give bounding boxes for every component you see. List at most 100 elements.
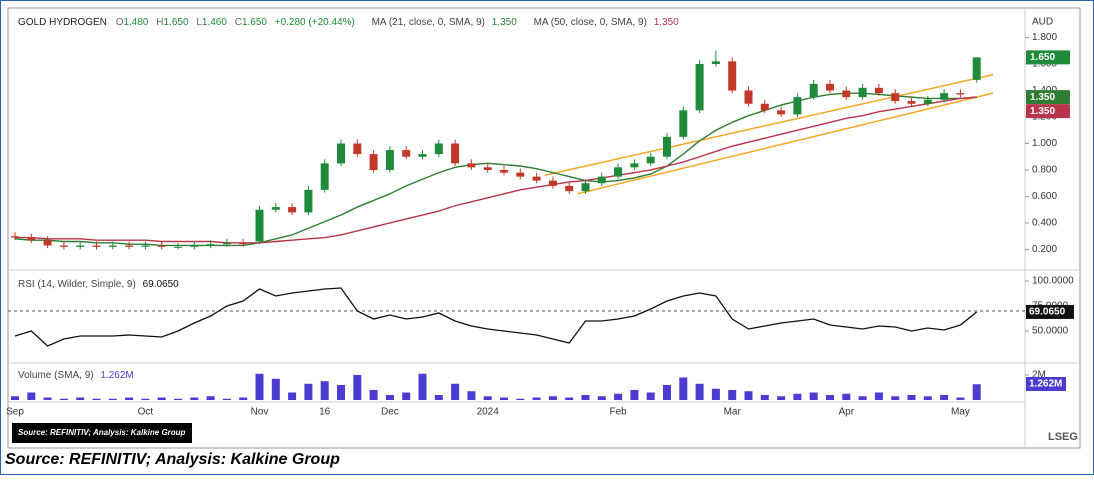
volume-bar bbox=[271, 378, 280, 400]
candle-body bbox=[695, 64, 704, 111]
volume-bar bbox=[353, 375, 362, 400]
candle-body bbox=[239, 242, 248, 245]
volume-bar bbox=[320, 381, 329, 400]
y-tick-label: 0.800 bbox=[1032, 165, 1057, 176]
candle-body bbox=[532, 176, 541, 181]
candle-body bbox=[59, 245, 68, 247]
candle-body bbox=[174, 246, 182, 248]
volume-bar bbox=[402, 392, 411, 400]
y-tick-label: 1.000 bbox=[1032, 138, 1057, 149]
candle-body bbox=[874, 87, 883, 94]
volume-value: 1.262M bbox=[100, 370, 133, 381]
candle-body bbox=[108, 245, 117, 247]
candle-body bbox=[483, 167, 492, 170]
volume-bar bbox=[891, 396, 900, 400]
candle-body bbox=[858, 87, 867, 98]
volume-bar bbox=[418, 373, 427, 400]
trend-line bbox=[577, 92, 994, 195]
volume-legend: Volume (SMA, 9) 1.262M bbox=[18, 370, 134, 381]
candle-body bbox=[614, 167, 623, 177]
volume-bar bbox=[125, 397, 134, 400]
ohlc-value: 1.650 bbox=[242, 17, 267, 28]
candle-body bbox=[222, 242, 231, 245]
candle-body bbox=[418, 154, 427, 157]
candle-body bbox=[793, 97, 802, 115]
candle-body bbox=[434, 143, 443, 155]
volume-bar bbox=[679, 377, 688, 400]
volume-bar bbox=[467, 391, 476, 400]
volume-bar bbox=[157, 397, 166, 400]
ohlc-label: L bbox=[196, 17, 202, 28]
candle-body bbox=[92, 245, 101, 247]
price-badge bbox=[1026, 104, 1070, 119]
candle-body bbox=[597, 176, 606, 184]
candle-body bbox=[353, 143, 362, 155]
ma-legend-value: 1.350 bbox=[654, 17, 679, 28]
volume-bar bbox=[972, 384, 981, 400]
y-tick-label: 0.600 bbox=[1032, 191, 1057, 202]
candle-body bbox=[940, 93, 949, 100]
price-badge-label: 1.650 bbox=[1030, 52, 1055, 63]
volume-bar bbox=[369, 390, 378, 400]
price-badge bbox=[1026, 50, 1070, 65]
candle-body bbox=[760, 103, 769, 111]
volume-bar bbox=[500, 397, 508, 400]
volume-bar bbox=[92, 398, 101, 400]
volume-bar bbox=[174, 398, 182, 400]
volume-bar bbox=[760, 395, 769, 400]
candle-body bbox=[744, 90, 753, 104]
x-tick-label: 16 bbox=[319, 407, 331, 418]
candle-body bbox=[190, 245, 199, 247]
rsi-line bbox=[14, 287, 978, 347]
candle-body bbox=[548, 180, 557, 186]
candle-body bbox=[141, 245, 150, 247]
x-tick-label: Nov bbox=[251, 407, 269, 418]
candle-body bbox=[646, 156, 655, 164]
y-tick-label: 0.400 bbox=[1032, 218, 1057, 229]
ma-legend-value: 1.350 bbox=[492, 17, 517, 28]
volume-badge-label: 1.262M bbox=[1029, 379, 1062, 390]
volume-bar bbox=[646, 392, 655, 400]
change: +0.280 (+20.44%) bbox=[275, 17, 355, 28]
x-tick-label: Apr bbox=[839, 407, 855, 418]
volume-bar bbox=[793, 393, 802, 400]
ohlc-label: C bbox=[235, 17, 242, 28]
volume-bar bbox=[923, 396, 932, 400]
candle-body bbox=[581, 183, 590, 192]
candle-body bbox=[679, 110, 688, 137]
y-tick-label: 100.0000 bbox=[1032, 276, 1074, 287]
candle-body bbox=[516, 172, 525, 177]
volume-bar bbox=[222, 398, 231, 400]
y-tick-label: 2M bbox=[1032, 370, 1046, 381]
source-box bbox=[12, 423, 192, 443]
candle-body bbox=[565, 185, 574, 192]
x-tick-label: Sep bbox=[6, 407, 24, 418]
volume-bar bbox=[630, 390, 639, 400]
candle-body bbox=[206, 244, 215, 246]
candle-body bbox=[402, 150, 411, 157]
volume-bar bbox=[940, 395, 949, 400]
candle-body bbox=[125, 245, 134, 247]
rsi-legend: RSI (14, Wilder, Simple, 9) 69.0650 bbox=[18, 279, 179, 290]
volume-bar bbox=[695, 383, 704, 400]
volume-bar bbox=[76, 397, 85, 400]
volume-bar bbox=[337, 385, 345, 400]
x-tick-label: Feb bbox=[609, 407, 627, 418]
ohlc-label: H bbox=[156, 17, 163, 28]
volume-bar bbox=[777, 396, 786, 400]
candle-body bbox=[157, 245, 166, 247]
candle-body bbox=[728, 61, 737, 91]
volume-bar bbox=[451, 383, 460, 400]
volume-bar bbox=[239, 397, 248, 400]
volume-bar bbox=[858, 396, 867, 400]
source-box-text: Source: REFINITIV; Analysis: Kalkine Gro… bbox=[18, 428, 186, 437]
ohlc-value: 1.460 bbox=[202, 17, 227, 28]
candle-body bbox=[809, 83, 818, 98]
candle-body bbox=[467, 163, 476, 168]
volume-bar bbox=[614, 393, 623, 400]
volume-bar bbox=[27, 392, 36, 400]
candle-body bbox=[972, 57, 981, 80]
candle-body bbox=[630, 163, 639, 168]
volume-bar bbox=[826, 395, 834, 400]
